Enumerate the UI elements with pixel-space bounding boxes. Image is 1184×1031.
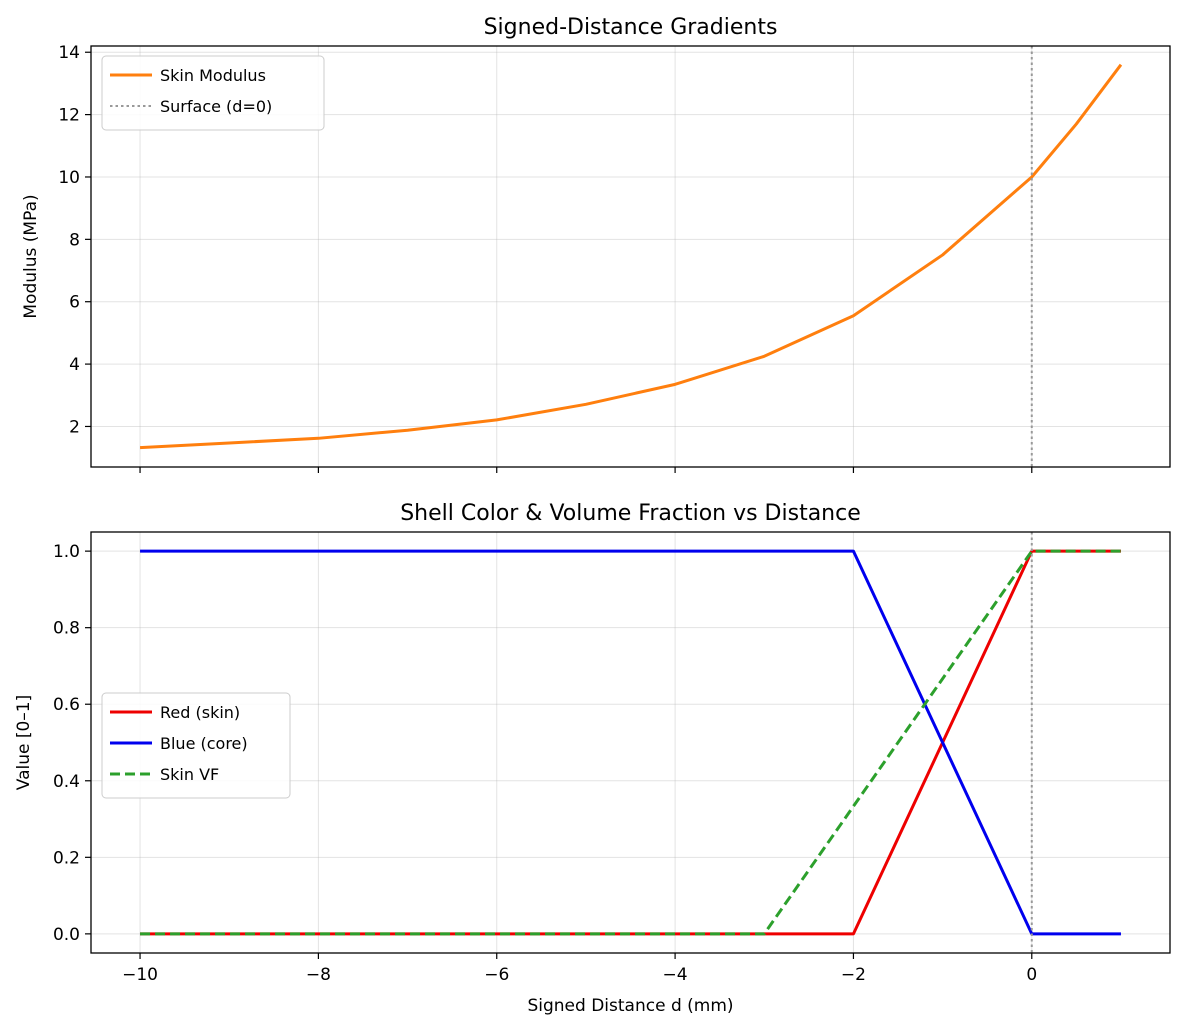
series-line-skin-modulus [139, 63, 1123, 450]
legend: Skin Modulus Surface (d=0) [101, 55, 325, 131]
y-tick-label: 1.0 [53, 542, 80, 562]
y-tick-label: 0.4 [53, 772, 80, 792]
x-tick-label: −2 [841, 965, 866, 985]
x-axis-label: Signed Distance d (mm) [527, 996, 733, 1016]
y-tick-label: 0.8 [53, 619, 80, 639]
y-tick-label: 2 [69, 417, 80, 437]
y-tick-label: 0.2 [53, 848, 80, 868]
legend-label: Skin VF [160, 765, 219, 784]
legend-label: Surface (d=0) [160, 97, 272, 116]
x-tick-label: −8 [306, 965, 331, 985]
legend-label: Red (skin) [160, 703, 240, 722]
legend-box [101, 55, 325, 131]
legend-label: Blue (core) [160, 734, 248, 753]
chart-title: Shell Color & Volume Fraction vs Distanc… [400, 501, 861, 526]
panel-top: 2 4 6 8 10 12 14 Signed-Distance Gradients Modul… [21, 15, 1171, 473]
x-tick-label: −6 [484, 965, 509, 985]
y-tick-label: 14 [58, 43, 80, 63]
legend-label: Skin Modulus [160, 66, 266, 85]
y-tick-label: 12 [58, 106, 80, 126]
x-tick-label: −4 [663, 965, 688, 985]
chart-title: Signed-Distance Gradients [484, 15, 778, 40]
axes-frame [90, 45, 1171, 468]
legend: Red (skin) Blue (core) Skin VF [101, 692, 291, 799]
series-line-blue-core [140, 549, 1121, 936]
x-tick-label: −10 [122, 965, 158, 985]
y-tick-label: 0.6 [53, 695, 80, 715]
legend-box [101, 692, 291, 799]
axes-frame [90, 531, 1171, 954]
y-tick-label: 0.0 [53, 925, 80, 945]
y-tick-label: 8 [69, 230, 80, 250]
panel-bottom: −10 −8 −6 −4 −2 0 0.0 0.2 0.4 0.6 0.8 1.0 Shell Colo… [14, 501, 1171, 1016]
y-axis-label: Value [0–1] [14, 695, 34, 790]
y-tick-label: 4 [69, 355, 80, 375]
x-tick-label: 0 [1026, 965, 1037, 985]
series-line-skin-vf [140, 549, 1121, 936]
y-axis-label: Modulus (MPa) [21, 194, 41, 318]
y-tick-label: 6 [69, 293, 80, 313]
y-tick-label: 10 [58, 168, 80, 188]
